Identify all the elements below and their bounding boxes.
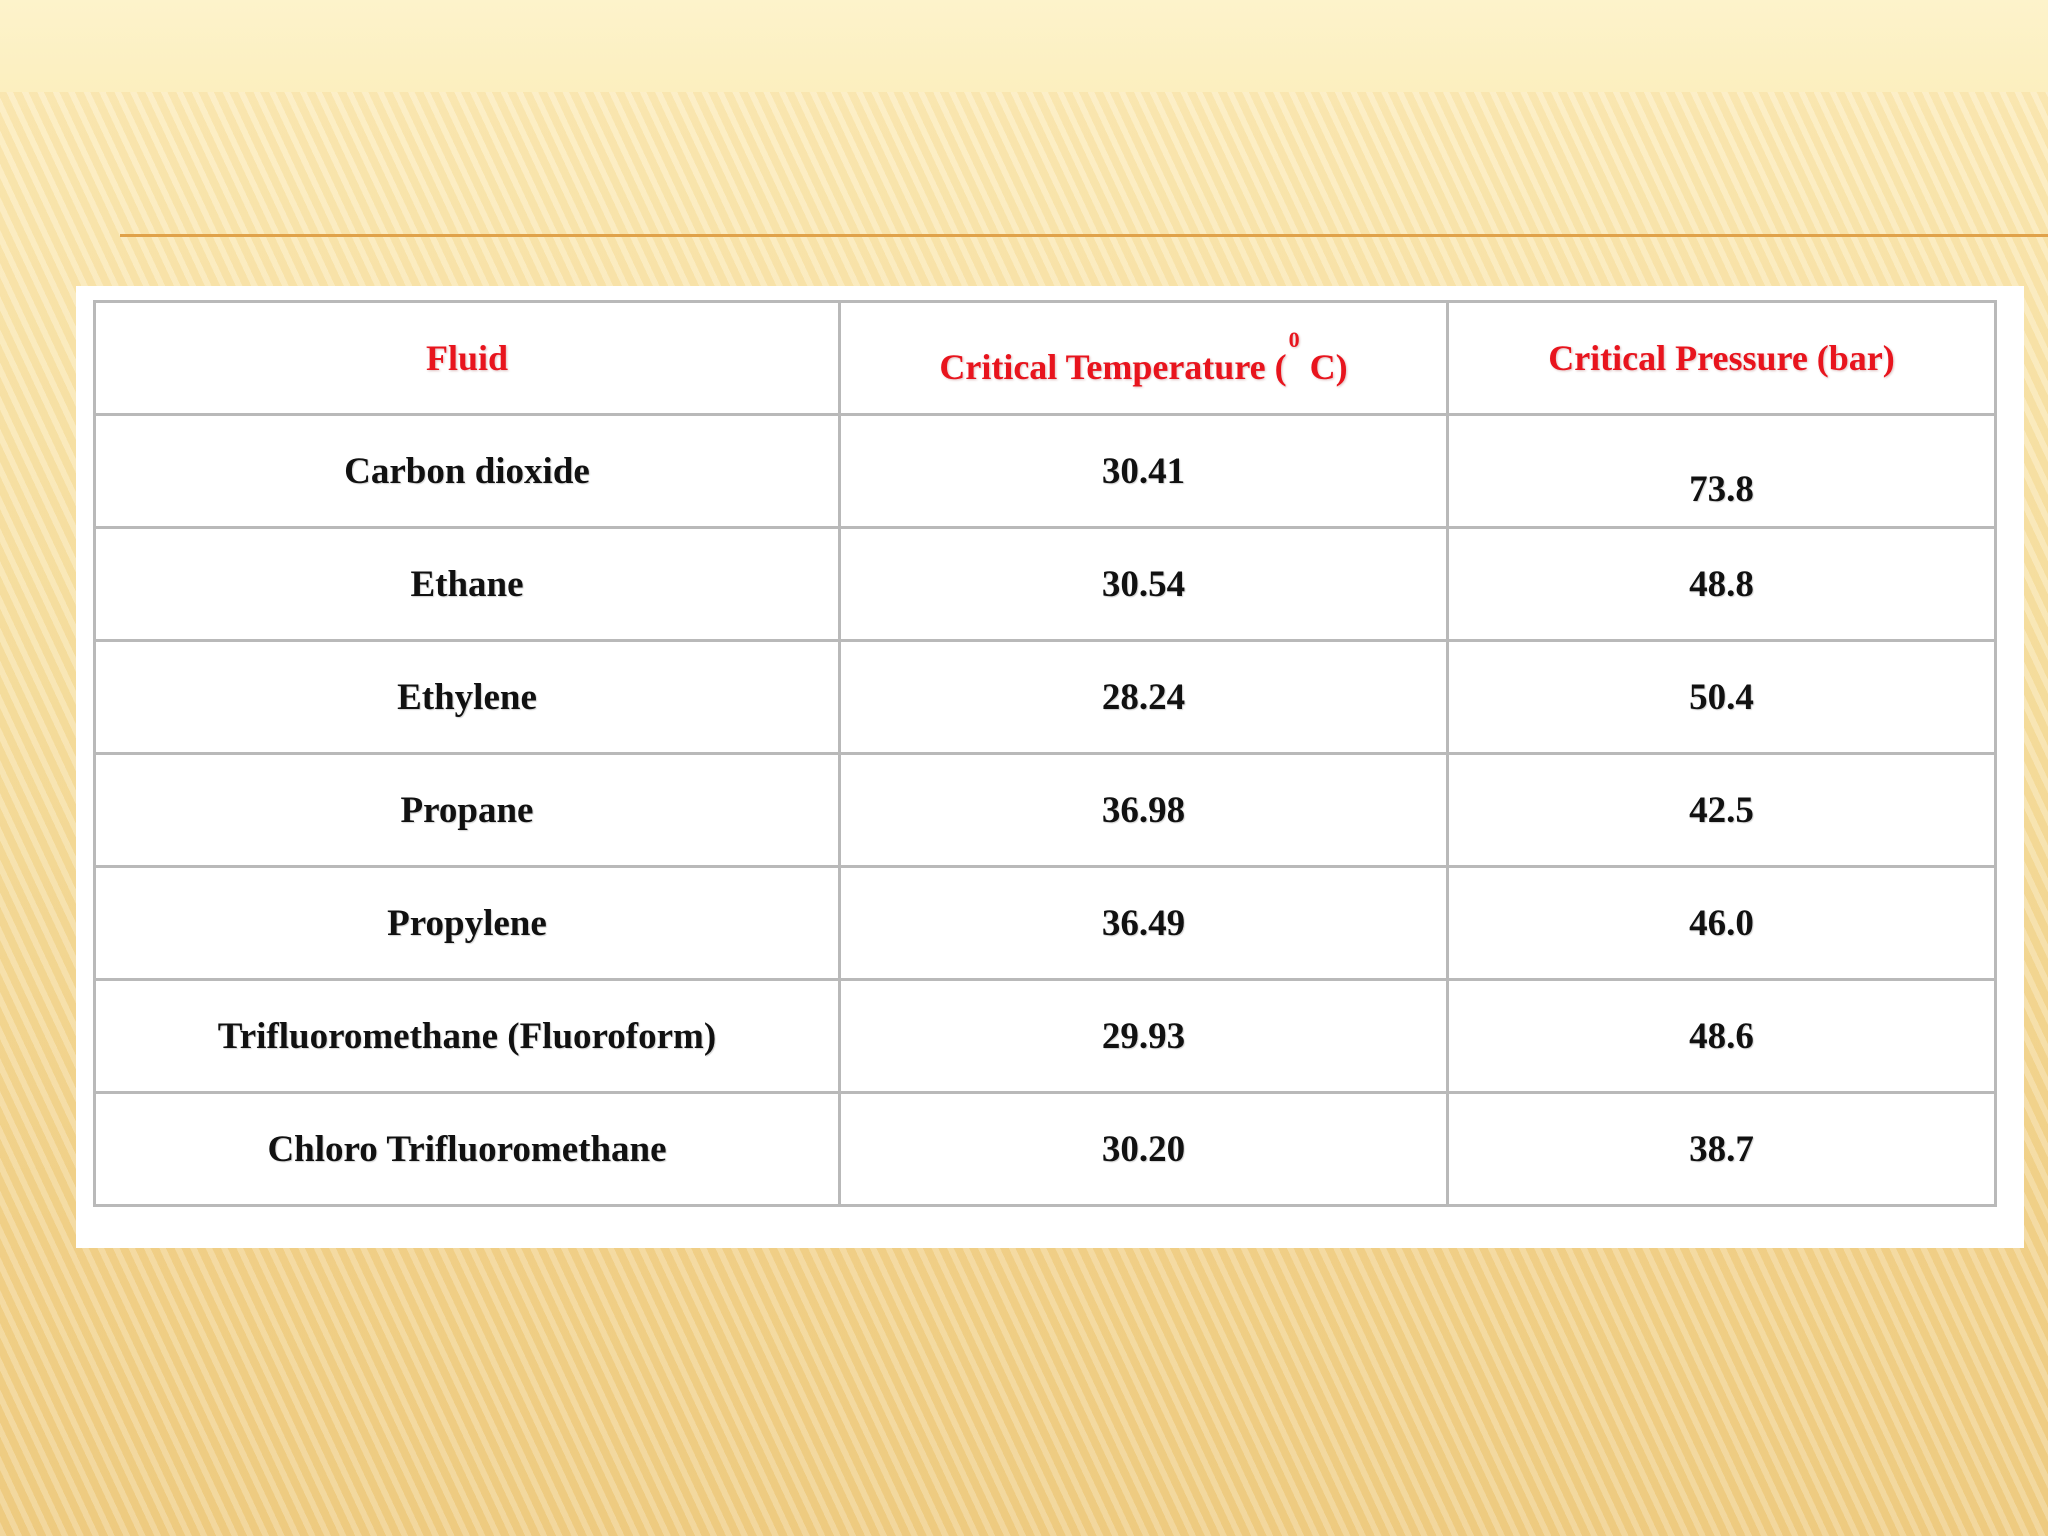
cell-fluid: Chloro Trifluoromethane: [93, 1091, 841, 1207]
cell-temperature: 36.49: [838, 865, 1449, 981]
cell-pressure: 48.8: [1446, 526, 1997, 642]
table-row: Propane 36.98 42.5: [93, 752, 1997, 868]
cell-fluid: Trifluoromethane (Fluoroform): [93, 978, 841, 1094]
cell-fluid: Carbon dioxide: [93, 413, 841, 529]
table-panel: Fluid Critical Temperature (0 C) Critical…: [76, 286, 2024, 1248]
cell-pressure: 48.6: [1446, 978, 1997, 1094]
cell-pressure: 38.7: [1446, 1091, 1997, 1207]
header-fluid: Fluid: [93, 300, 841, 416]
cell-fluid: Propylene: [93, 865, 841, 981]
table-row: Ethane 30.54 48.8: [93, 526, 1997, 642]
cell-temperature: 28.24: [838, 639, 1449, 755]
header-critical-temperature-label: Critical Temperature (: [939, 347, 1287, 387]
cell-temperature: 36.98: [838, 752, 1449, 868]
table-row: Trifluoromethane (Fluoroform) 29.93 48.6: [93, 978, 1997, 1094]
cell-pressure: 73.8: [1446, 413, 1997, 529]
title-divider-line: [120, 234, 2048, 237]
table-header-row: Fluid Critical Temperature (0 C) Critical…: [93, 300, 1997, 416]
cell-pressure: 50.4: [1446, 639, 1997, 755]
cell-fluid: Ethane: [93, 526, 841, 642]
cell-fluid: Propane: [93, 752, 841, 868]
table-row: Carbon dioxide 30.41 73.8: [93, 413, 1997, 529]
cell-fluid: Ethylene: [93, 639, 841, 755]
table-row: Chloro Trifluoromethane 30.20 38.7: [93, 1091, 1997, 1207]
cell-pressure: 42.5: [1446, 752, 1997, 868]
cell-temperature: 30.41: [838, 413, 1449, 529]
table-row: Ethylene 28.24 50.4: [93, 639, 1997, 755]
header-critical-pressure: Critical Pressure (bar): [1446, 300, 1997, 416]
header-critical-temperature: Critical Temperature (0 C): [838, 300, 1449, 416]
cell-temperature: 30.20: [838, 1091, 1449, 1207]
cell-pressure: 46.0: [1446, 865, 1997, 981]
cell-temperature: 29.93: [838, 978, 1449, 1094]
cell-temperature: 30.54: [838, 526, 1449, 642]
degree-superscript: 0: [1288, 327, 1300, 352]
table-row: Propylene 36.49 46.0: [93, 865, 1997, 981]
slide-title-band: [0, 0, 2048, 92]
cell-pressure-value: 73.8: [1689, 468, 1754, 510]
critical-properties-table: Fluid Critical Temperature (0 C) Critical…: [93, 300, 1997, 1207]
header-critical-temperature-unit: C): [1309, 347, 1348, 387]
